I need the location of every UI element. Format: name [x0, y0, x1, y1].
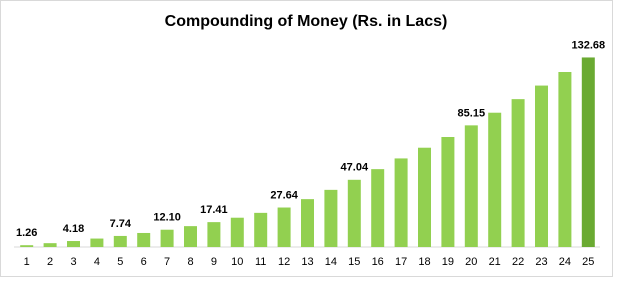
bar [207, 222, 221, 247]
bar [511, 99, 525, 248]
x-tick-label: 22 [512, 256, 524, 268]
x-tick-label: 6 [141, 256, 147, 268]
x-tick-label: 17 [395, 256, 407, 268]
bar [464, 125, 478, 247]
x-tick-label: 20 [465, 256, 477, 268]
value-label: 27.64 [270, 189, 298, 201]
value-label: 4.18 [63, 223, 84, 235]
bar [301, 199, 314, 247]
x-tick-label: 25 [582, 256, 594, 268]
value-label: 7.74 [110, 218, 132, 230]
value-label: 12.10 [153, 212, 181, 224]
bar [324, 189, 338, 247]
x-tick-label: 15 [348, 256, 360, 268]
bar [558, 72, 572, 247]
bar [20, 245, 34, 247]
bar [277, 207, 291, 247]
bar [137, 232, 151, 247]
bar [67, 241, 80, 247]
x-tick-label: 24 [559, 256, 571, 268]
bar [160, 229, 174, 247]
x-tick-label: 7 [164, 256, 170, 268]
x-tick-label: 2 [47, 256, 53, 268]
value-label: 85.15 [458, 107, 486, 119]
x-tick-label: 16 [372, 256, 384, 268]
x-tick-label: 19 [442, 256, 454, 268]
x-tick-label: 8 [187, 256, 193, 268]
bar [394, 158, 408, 247]
value-label: 132.68 [571, 39, 605, 51]
x-tick-label: 18 [418, 256, 430, 268]
bar [184, 226, 197, 247]
bar [90, 238, 104, 247]
value-label: 47.04 [341, 162, 369, 174]
bar [581, 57, 595, 248]
x-tick-label: 9 [211, 256, 217, 268]
x-tick-label: 11 [255, 256, 266, 268]
x-tick-label: 13 [301, 256, 313, 268]
x-tick-label: 4 [94, 256, 100, 268]
x-tick-label: 12 [278, 256, 290, 268]
value-label: 1.26 [16, 227, 37, 239]
bar [418, 147, 431, 247]
value-label: 17.41 [200, 204, 228, 216]
bar [43, 243, 57, 247]
bar [230, 217, 244, 247]
x-tick-label: 23 [535, 256, 547, 268]
x-tick-label: 21 [489, 256, 501, 268]
bar [347, 179, 361, 247]
x-tick-label: 5 [117, 256, 123, 268]
bar [371, 169, 385, 247]
bar [535, 85, 548, 247]
x-tick-label: 10 [231, 256, 243, 268]
x-tick-label: 3 [70, 256, 76, 268]
bar [441, 137, 455, 247]
x-tick-label: 1 [24, 256, 30, 268]
chart-title: Compounding of Money (Rs. in Lacs) [165, 13, 448, 30]
x-tick-label: 14 [325, 256, 337, 268]
bar [254, 212, 268, 247]
bar [113, 235, 127, 247]
bar [488, 112, 502, 247]
